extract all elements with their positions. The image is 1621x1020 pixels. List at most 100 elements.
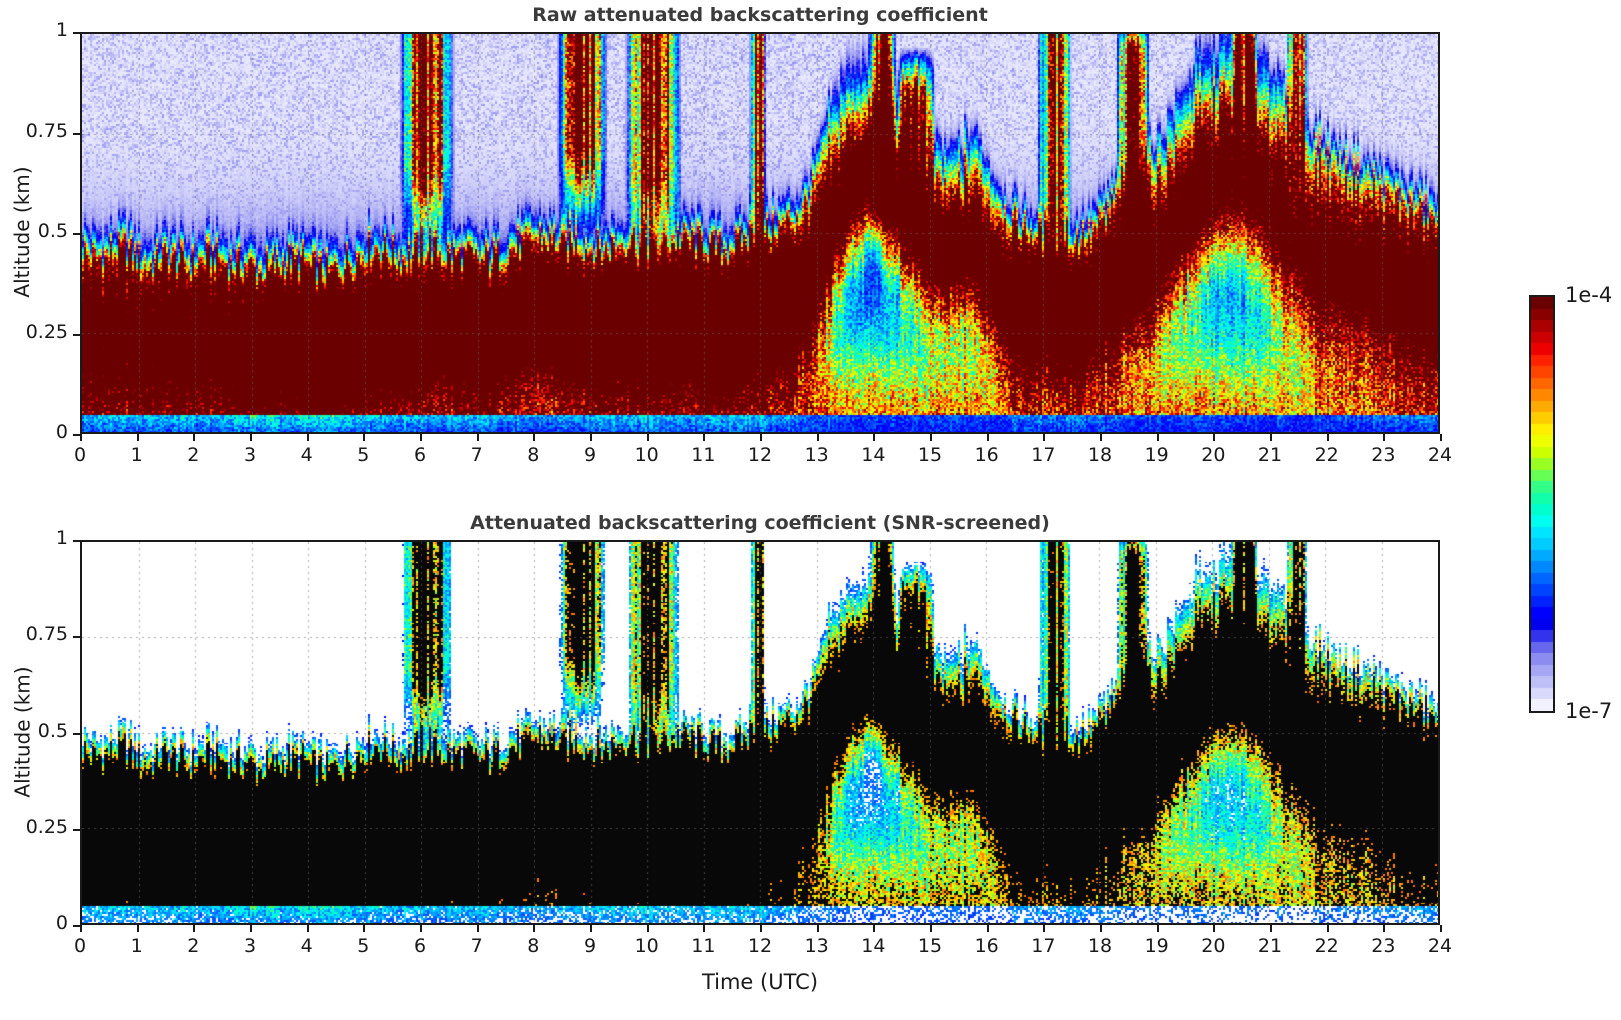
x-tick-mark: [1383, 925, 1385, 932]
plot-area-raw[interactable]: [80, 32, 1440, 434]
x-tick-label: 20: [1201, 935, 1226, 957]
x-tick-label: 2: [187, 935, 200, 957]
x-tick-mark: [987, 434, 989, 441]
x-tick-label: 0: [73, 935, 87, 957]
x-tick-mark: [930, 434, 932, 441]
x-tick-mark: [420, 925, 422, 932]
x-tick-mark: [760, 434, 762, 441]
x-tick-label: 10: [634, 935, 659, 957]
x-tick-mark: [987, 925, 989, 932]
x-tick-label: 14: [861, 444, 886, 466]
x-tick-mark: [647, 925, 649, 932]
x-tick-label: 24: [1427, 935, 1453, 957]
x-tick-mark: [363, 434, 365, 441]
x-tick-label: 7: [470, 444, 483, 466]
y-tick-mark: [73, 233, 80, 235]
x-tick-mark: [533, 434, 535, 441]
x-tick-mark: [307, 434, 309, 441]
x-tick-mark: [1440, 434, 1442, 441]
x-tick-mark: [477, 434, 479, 441]
x-tick-mark: [930, 925, 932, 932]
y-tick-label: 0.75: [25, 623, 68, 646]
x-tick-mark: [250, 434, 252, 441]
x-tick-label: 23: [1371, 935, 1396, 957]
x-tick-label: 24: [1427, 444, 1453, 466]
y-tick-mark: [73, 133, 80, 135]
x-tick-mark: [363, 925, 365, 932]
x-tick-label: 16: [974, 444, 999, 466]
x-tick-label: 13: [804, 935, 829, 957]
x-tick-label: 20: [1201, 444, 1226, 466]
x-tick-label: 4: [300, 935, 313, 957]
y-tick-mark: [73, 925, 80, 927]
x-tick-mark: [1440, 925, 1442, 932]
colorbar[interactable]: [1529, 295, 1555, 713]
y-tick-label: 0: [55, 421, 68, 443]
y-tick-label: 0.5: [37, 719, 68, 742]
x-tick-mark: [533, 925, 535, 932]
x-tick-mark: [703, 925, 705, 932]
x-tick-mark: [817, 925, 819, 932]
x-tick-label: 16: [974, 935, 999, 957]
x-tick-mark: [420, 434, 422, 441]
x-tick-label: 1: [130, 444, 143, 466]
x-tick-mark: [1100, 434, 1102, 441]
y-tick-mark: [73, 32, 80, 34]
x-tick-mark: [760, 925, 762, 932]
x-tick-mark: [1100, 925, 1102, 932]
x-tick-label: 21: [1257, 935, 1283, 957]
x-tick-mark: [1270, 925, 1272, 932]
x-tick-label: 19: [1144, 935, 1169, 957]
y-tick-label: 0.25: [25, 815, 68, 838]
plot-area-snr-screened[interactable]: [80, 540, 1440, 925]
x-tick-mark: [1327, 434, 1329, 441]
x-tick-mark: [137, 925, 139, 932]
x-tick-label: 10: [634, 444, 659, 466]
y-tick-mark: [73, 540, 80, 542]
y-tick-label: 1: [55, 19, 68, 41]
y-tick-label: 0.5: [37, 220, 68, 242]
heatmap-canvas-snr-screened: [82, 542, 1438, 923]
x-tick-mark: [137, 434, 139, 441]
x-tick-mark: [1043, 434, 1045, 441]
x-tick-label: 22: [1314, 935, 1339, 957]
x-tick-label: 17: [1031, 444, 1056, 466]
x-tick-label: 11: [691, 444, 716, 466]
colorbar-min-label: 1e-7: [1565, 699, 1613, 723]
x-tick-mark: [1157, 925, 1159, 932]
x-tick-mark: [1327, 925, 1329, 932]
x-tick-label: 21: [1257, 444, 1283, 466]
x-tick-mark: [193, 434, 195, 441]
panel-title-raw: Raw attenuated backscattering coefficien…: [532, 4, 988, 26]
y-tick-mark: [73, 434, 80, 436]
y-tick-mark: [73, 733, 80, 735]
x-tick-label: 15: [917, 444, 943, 466]
x-tick-mark: [477, 925, 479, 932]
x-tick-mark: [250, 925, 252, 932]
x-tick-label: 9: [583, 935, 597, 957]
y-tick-mark: [73, 829, 80, 831]
x-tick-label: 6: [413, 935, 427, 957]
x-tick-label: 9: [583, 444, 597, 466]
x-tick-label: 2: [187, 444, 200, 466]
x-tick-mark: [817, 434, 819, 441]
x-tick-label: 4: [300, 444, 313, 466]
x-tick-label: 8: [527, 444, 540, 466]
x-tick-mark: [1043, 925, 1045, 932]
x-tick-mark: [873, 434, 875, 441]
y-tick-label: 0: [55, 912, 68, 934]
x-tick-label: 19: [1144, 444, 1169, 466]
y-tick-label: 0.75: [25, 119, 68, 142]
heatmap-canvas-raw: [82, 34, 1438, 432]
y-tick-mark: [73, 334, 80, 336]
x-tick-mark: [1157, 434, 1159, 441]
x-tick-label: 22: [1314, 444, 1339, 466]
x-tick-label: 7: [470, 935, 483, 957]
colorbar-max-label: 1e-4: [1565, 283, 1613, 307]
x-tick-label: 6: [413, 444, 427, 466]
y-tick-label: 1: [55, 527, 68, 549]
x-tick-mark: [1213, 925, 1215, 932]
x-tick-label: 23: [1371, 444, 1396, 466]
x-tick-label: 11: [691, 935, 716, 957]
